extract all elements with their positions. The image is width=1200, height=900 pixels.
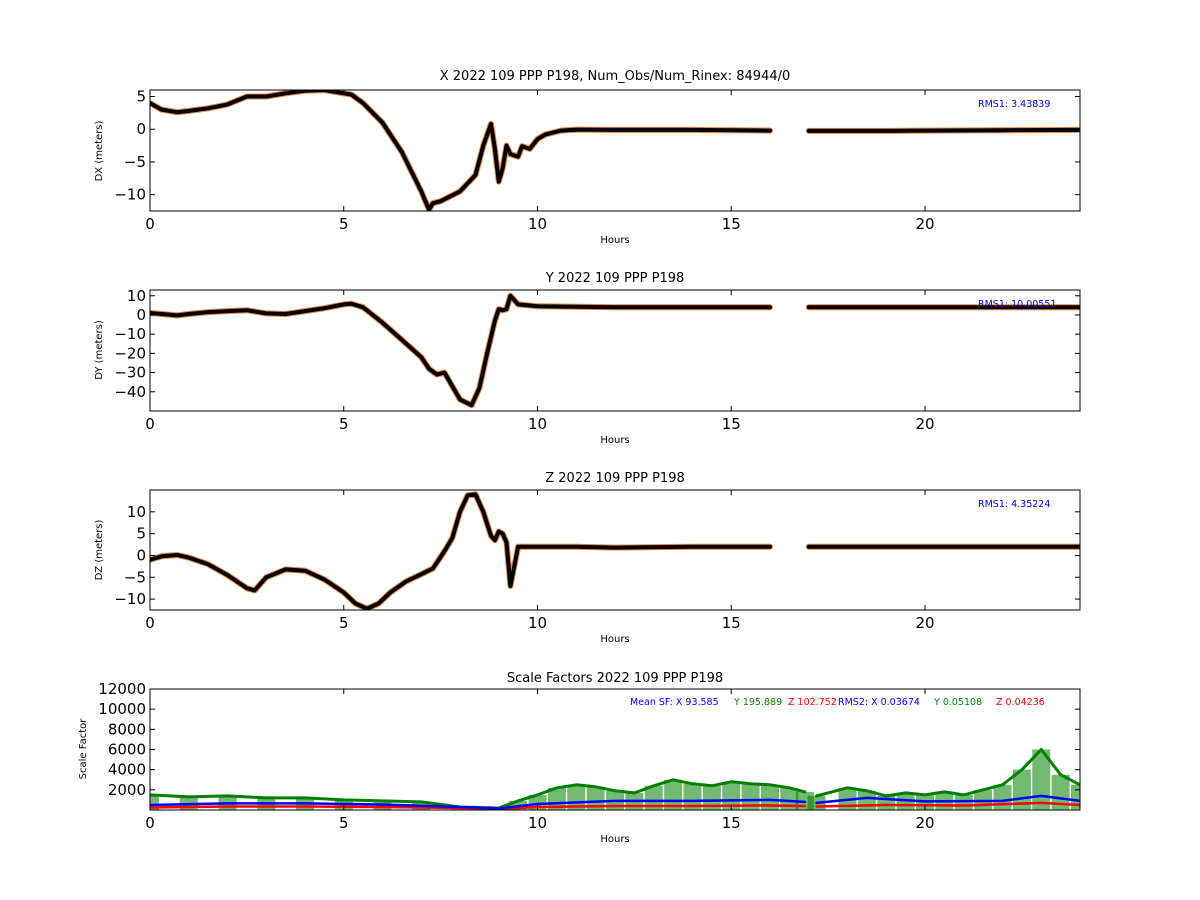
- panel-sf-ytick-label-0: 12000: [98, 680, 146, 698]
- panel-dx-xtick-label-1: 5: [339, 215, 349, 233]
- panel-sf-mean-z: Z 102.752: [788, 697, 837, 708]
- panel-dz: Z 2022 109 PPP P198 Hours DZ (meters) 0 5…: [94, 471, 1081, 645]
- panel-sf-series-2-segment-0: [150, 798, 807, 810]
- panel-dy-xtick-label-2: 10: [528, 415, 547, 433]
- panel-dy-series-group: [150, 292, 1080, 409]
- panel-dz-title: Z 2022 109 PPP P198: [545, 471, 685, 486]
- panel-dx-plot: 0 5 10 15 20 5 0 −5 −10: [114, 88, 1080, 233]
- panel-dx: X 2022 109 PPP P198, Num_Obs/Num_Rinex: …: [94, 69, 1081, 246]
- panel-sf-mean-x: Mean SF: X 93.585: [630, 697, 719, 708]
- panel-dy-frame: [149, 289, 1081, 412]
- panel-dx-xtick-label-3: 15: [722, 215, 741, 233]
- panel-sf-title: Scale Factors 2022 109 PPP P198: [507, 671, 723, 686]
- panel-dx-frame: [149, 89, 1081, 212]
- panel-dy-ytick-label-0: 10: [127, 287, 146, 305]
- panel-dz-ytick-label-4: −10: [114, 590, 146, 608]
- panel-sf-xtick-label-0: 0: [145, 814, 155, 832]
- panel-dy-ytick-label-1: 0: [136, 306, 146, 324]
- panel-sf-series-group: [150, 748, 1080, 810]
- panel-sf-rms-x: RMS2: X 0.03674: [838, 697, 920, 708]
- panel-sf-plot: 0 5 10 15 20 12000 10000 8000 6000 4000 2000: [98, 680, 1080, 832]
- panel-dy-ylabel: DY (meters): [94, 320, 105, 380]
- panel-sf-series-2-segment-1: [815, 794, 1080, 805]
- panel-sf-ytick-label-1: 10000: [98, 700, 146, 718]
- panel-dz-frame: [149, 489, 1081, 611]
- panel-dz-ytick-label-3: −5: [124, 568, 146, 586]
- panel-dz-series-group: [150, 491, 1080, 610]
- panel-sf-ytick-label-4: 4000: [108, 761, 146, 779]
- panel-dz-ylabel: DZ (meters): [94, 519, 105, 580]
- panel-dx-ytick-label-3: −10: [114, 186, 146, 204]
- panel-dx-ytick-label-0: 5: [136, 88, 146, 106]
- panel-sf-ytick-label-3: 6000: [108, 741, 146, 759]
- panel-sf-ytick-label-5: 2000: [108, 781, 146, 799]
- panel-sf-xtick-label-2: 10: [528, 814, 547, 832]
- panel-dz-xtick-label-4: 20: [915, 614, 934, 632]
- panel-dz-xlabel: Hours: [600, 634, 629, 645]
- panel-sf-rms-z: Z 0.04236: [996, 697, 1045, 708]
- panel-dz-ytick-label-0: 10: [127, 503, 146, 521]
- panel-dz-ytick-label-1: 5: [136, 525, 146, 543]
- panel-dz-xtick-label-1: 5: [339, 614, 349, 632]
- panel-dy-xtick-label-1: 5: [339, 415, 349, 433]
- panel-dy-xtick-label-4: 20: [915, 415, 934, 433]
- panel-dz-ytick-label-2: 0: [136, 546, 146, 564]
- panel-sf-xlabel: Hours: [600, 834, 629, 845]
- panel-dx-ylabel: DX (meters): [94, 120, 105, 181]
- panel-dy-title: Y 2022 109 PPP P198: [545, 271, 685, 286]
- panel-dz-xtick-label-0: 0: [145, 614, 155, 632]
- panel-dx-xlabel: Hours: [600, 235, 629, 246]
- panel-dx-series-0-segment-1: [806, 127, 1080, 133]
- panel-dy-ytick-label-3: −20: [114, 344, 146, 362]
- panel-dy-xlabel: Hours: [600, 435, 629, 446]
- panel-dz-xtick-label-3: 15: [722, 614, 741, 632]
- panel-sf-series-1-segment-1: [815, 801, 1080, 808]
- panel-dz-series-0-segment-0: [150, 492, 772, 610]
- panel-dx-ytick-label-1: 0: [136, 120, 146, 138]
- panel-sf-rms-y: Y 0.05108: [933, 697, 982, 708]
- panel-dz-xtick-label-2: 10: [528, 614, 547, 632]
- panel-sf-ylabel: Scale Factor: [78, 718, 89, 780]
- panel-dx-series-group: [150, 90, 1080, 211]
- panel-dx-xtick-label-2: 10: [528, 215, 547, 233]
- panel-dx-ytick-label-2: −5: [124, 153, 146, 171]
- panel-sf-xtick-label-4: 20: [915, 814, 934, 832]
- panel-dz-rms: RMS1: 4.35224: [978, 499, 1050, 510]
- panel-dy: Y 2022 109 PPP P198 Hours DY (meters) 0 5…: [94, 271, 1081, 446]
- panel-dy-rms: RMS1: 10.00551: [978, 299, 1056, 310]
- panel-sf: Scale Factors 2022 109 PPP P198 Hours Sc…: [78, 671, 1081, 845]
- panel-dy-ytick-label-2: −10: [114, 325, 146, 343]
- panel-sf-xtick-label-3: 15: [722, 814, 741, 832]
- panel-dy-ytick-label-4: −30: [114, 364, 146, 382]
- panel-dz-plot: 0 5 10 15 20 10 5 0 −5 −10: [114, 490, 1080, 632]
- panel-dx-xtick-label-0: 0: [145, 215, 155, 233]
- panel-dx-xtick-label-4: 20: [915, 215, 934, 233]
- panel-dx-rms: RMS1: 3.43839: [978, 99, 1050, 110]
- panel-sf-frame: [149, 688, 1081, 811]
- panel-sf-mean-y: Y 195.889: [733, 697, 782, 708]
- panel-dy-xtick-label-0: 0: [145, 415, 155, 433]
- panel-dy-xtick-label-3: 15: [722, 415, 741, 433]
- panel-sf-ytick-label-2: 8000: [108, 720, 146, 738]
- panel-sf-xtick-label-1: 5: [339, 814, 349, 832]
- panel-dy-series-0-segment-0: [150, 293, 772, 408]
- panel-dx-series-0-segment-0: [150, 90, 772, 211]
- panel-dy-ytick-label-5: −40: [114, 383, 146, 401]
- panel-dx-title: X 2022 109 PPP P198, Num_Obs/Num_Rinex: …: [440, 69, 791, 84]
